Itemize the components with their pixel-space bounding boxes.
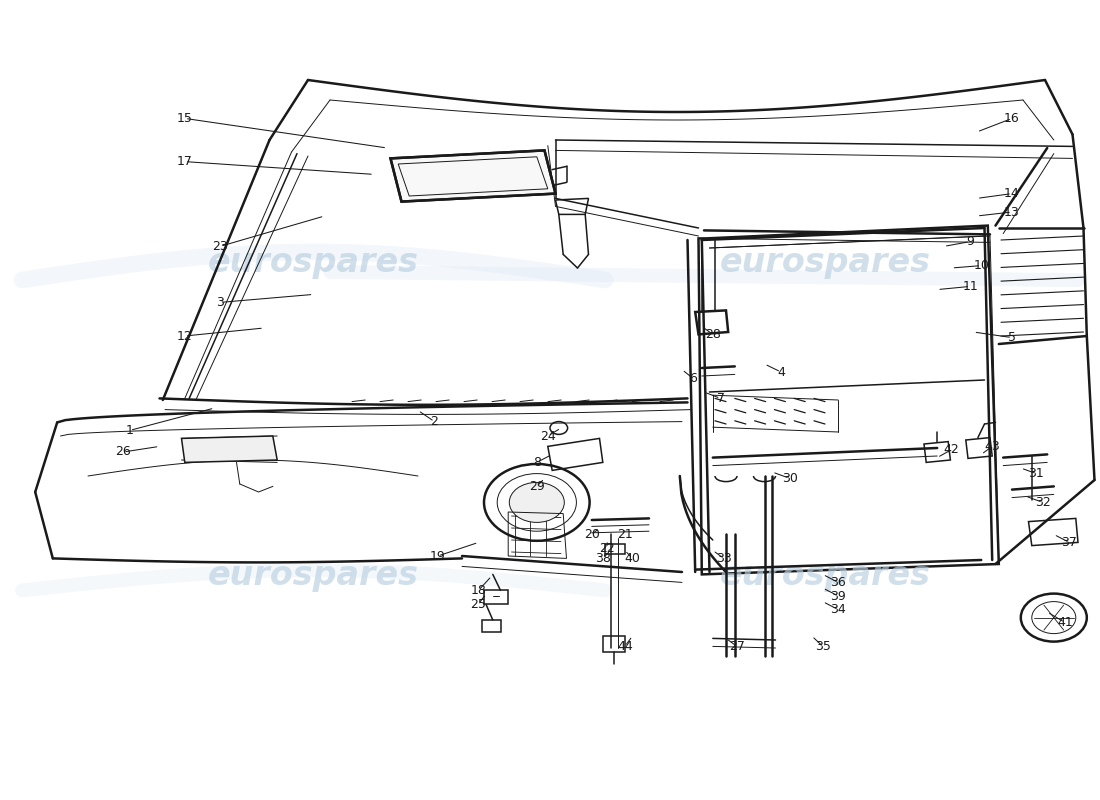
Text: 29: 29 xyxy=(529,480,544,493)
Text: 39: 39 xyxy=(830,590,846,602)
Text: 26: 26 xyxy=(116,446,131,458)
Text: 40: 40 xyxy=(625,552,640,565)
Text: 3: 3 xyxy=(216,296,224,309)
Text: 5: 5 xyxy=(1008,331,1016,344)
Circle shape xyxy=(509,482,564,522)
Text: 12: 12 xyxy=(177,330,192,342)
Polygon shape xyxy=(390,150,556,202)
Text: 30: 30 xyxy=(782,472,797,485)
Text: 43: 43 xyxy=(984,440,1000,453)
Text: 41: 41 xyxy=(1057,616,1072,629)
Text: 4: 4 xyxy=(777,366,785,378)
Text: 17: 17 xyxy=(177,155,192,168)
Text: 33: 33 xyxy=(716,552,732,565)
Text: 32: 32 xyxy=(1035,496,1050,509)
Text: 28: 28 xyxy=(705,328,720,341)
Text: 35: 35 xyxy=(815,640,830,653)
Text: eurospares: eurospares xyxy=(208,559,419,593)
Text: 36: 36 xyxy=(830,576,846,589)
Text: eurospares: eurospares xyxy=(719,559,931,593)
Text: 21: 21 xyxy=(617,528,632,541)
Text: 10: 10 xyxy=(974,259,989,272)
Text: 16: 16 xyxy=(1004,112,1020,125)
Text: 2: 2 xyxy=(430,415,439,428)
Text: eurospares: eurospares xyxy=(719,246,931,279)
Text: 6: 6 xyxy=(689,372,697,385)
Text: eurospares: eurospares xyxy=(208,246,419,279)
Polygon shape xyxy=(182,436,277,462)
Text: 7: 7 xyxy=(716,392,725,405)
Text: 24: 24 xyxy=(540,430,556,442)
Text: 15: 15 xyxy=(177,112,192,125)
Text: 20: 20 xyxy=(584,528,600,541)
Text: 25: 25 xyxy=(471,598,486,610)
Text: 38: 38 xyxy=(595,552,610,565)
Text: 18: 18 xyxy=(471,584,486,597)
Text: 13: 13 xyxy=(1004,206,1020,218)
Text: 22: 22 xyxy=(600,542,615,554)
Text: 19: 19 xyxy=(430,550,446,562)
Text: 42: 42 xyxy=(944,443,959,456)
Text: 44: 44 xyxy=(617,640,632,653)
Text: 9: 9 xyxy=(966,235,975,248)
Text: 14: 14 xyxy=(1004,187,1020,200)
Text: 37: 37 xyxy=(1062,536,1077,549)
Text: 34: 34 xyxy=(830,603,846,616)
Text: 11: 11 xyxy=(962,280,978,293)
Text: 31: 31 xyxy=(1028,467,1044,480)
Text: 27: 27 xyxy=(729,640,745,653)
Text: 23: 23 xyxy=(212,240,228,253)
Text: 1: 1 xyxy=(125,424,134,437)
Text: 8: 8 xyxy=(532,456,541,469)
